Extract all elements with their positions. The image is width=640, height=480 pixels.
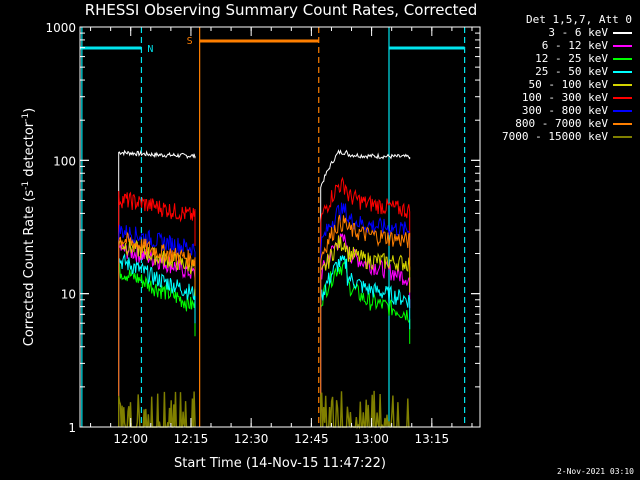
legend-swatch [613,136,632,138]
y-axis-label-base: Corrected Count Rate (s [22,190,37,347]
series-4-seg1 [118,239,196,427]
xtick-label-2: 12:30 [234,432,269,446]
legend-swatch [613,84,632,86]
series-5-seg2 [320,176,411,427]
legend-swatch [613,71,632,73]
legend-item-label: 6 - 12 keV [541,39,608,52]
ytick-label-1: 10 [61,288,76,302]
legend-swatch [613,45,632,47]
series-2-seg1 [118,263,196,427]
legend-swatch [613,58,632,60]
timestamp: 2-Nov-2021 03:10 [556,467,634,476]
series-3-seg1 [118,253,196,427]
legend-item: 12 - 25 keV [482,52,638,65]
ytick-label-0: 1 [68,421,76,435]
legend-header: Det 1,5,7, Att 0 [526,13,632,26]
xtick-label-3: 12:45 [294,432,329,446]
series-6-seg2 [320,202,411,427]
series-2-seg2 [320,258,411,427]
series-lines [118,149,411,430]
xtick-label-5: 13:15 [415,432,450,446]
ytick-label-3: 1000 [45,21,76,35]
series-3-seg2 [320,255,411,427]
xtick-label-0: 12:00 [113,432,148,446]
legend-item: 25 - 50 keV [482,65,638,78]
y-axis-label-end: ) [22,108,37,113]
series-7-seg1 [118,231,196,427]
chart-title: RHESSI Observing Summary Count Rates, Co… [84,1,478,19]
legend-item: 6 - 12 keV [482,39,638,52]
series-8-seg2 [320,390,410,430]
legend-swatch [613,123,632,125]
legend-item-label: 50 - 100 keV [528,78,608,91]
legend-item: 50 - 100 keV [482,78,638,91]
series-6-seg1 [118,224,196,427]
y-axis-label-mid: detector [22,121,37,181]
legend-item-label: 100 - 300 keV [521,91,608,104]
legend-item-label: 800 - 7000 keV [515,117,608,130]
series-8-seg1 [118,391,196,428]
series-0-seg1 [118,149,196,427]
tick-marks: 1 10 100 1000 12:00 12:15 12:30 12:45 13:00 13:15 [45,21,480,446]
legend-item-label: 7000 - 15000 keV [502,130,608,143]
legend-item-label: 300 - 800 keV [521,104,608,117]
series-5-seg1 [118,190,196,427]
legend-item: 300 - 800 keV [482,104,638,117]
x-axis-label: Start Time (14-Nov-15 11:47:22) [174,456,386,471]
axes [79,26,481,428]
xtick-label-4: 13:00 [354,432,389,446]
legend-item-label: 25 - 50 keV [535,65,608,78]
y-axis-label-exp2: -1 [21,113,31,122]
legend: Det 1,5,7, Att 0 3 - 6 keV 6 - 12 keV 12 -… [482,13,638,143]
legend-item-label: 3 - 6 keV [548,26,608,39]
legend-item: 100 - 300 keV [482,91,638,104]
ytick-label-2: 100 [53,154,76,168]
series-4-seg2 [320,235,411,427]
series-7-seg2 [320,214,411,427]
legend-swatch [613,110,632,112]
y-axis-label: Corrected Count Rate (s-1 detector-1) [21,108,37,346]
series-0-seg2 [320,149,411,427]
xtick-label-1: 12:15 [174,432,209,446]
legend-rows: 3 - 6 keV 6 - 12 keV 12 - 25 keV 25 - 50 ke… [482,26,638,143]
time-markers [81,27,466,427]
legend-swatch [613,97,632,99]
observing-flags: NS [80,36,465,55]
plot-frame [79,26,481,428]
legend-item: 7000 - 15000 keV [482,130,638,143]
flag-label-1: S [187,36,193,47]
legend-swatch [613,32,632,34]
legend-item: 3 - 6 keV [482,26,638,39]
flag-label-0: N [147,44,153,55]
series-1-seg2 [320,233,411,427]
legend-item-label: 12 - 25 keV [535,52,608,65]
legend-item: 800 - 7000 keV [482,117,638,130]
y-axis-label-exp1: -1 [21,181,31,190]
